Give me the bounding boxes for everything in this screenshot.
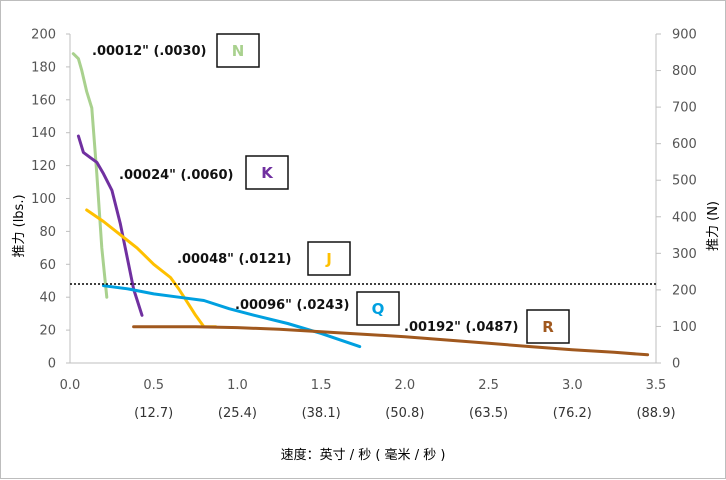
annotation-text-j: .00048" (.0121)	[177, 252, 291, 267]
right-tick-label: 200	[672, 283, 697, 298]
x-tick-group: 0.0 0.5 (12.7) 1.0 (25.4) 1.5 (38.1) 2.0 (50.8) 2…	[60, 378, 676, 421]
right-tick-label: 500	[672, 174, 697, 189]
right-tick-group: 0 100 200 300 400 500 600 700 800 900	[656, 28, 697, 372]
annotation-letter-j: J	[325, 250, 332, 268]
x-tick-mm-label: (76.2)	[553, 406, 592, 421]
annotation-text-n: .00012" (.0030)	[92, 44, 206, 59]
left-tick-label: 60	[39, 258, 56, 273]
right-tick-label: 900	[672, 28, 697, 43]
y-axis-title-right: 推力 (N)	[706, 201, 721, 251]
x-axis-title: 速度：英寸 / 秒 ( 毫米 / 秒 )	[281, 447, 446, 463]
x-tick-label: 3.5	[646, 378, 667, 393]
annotation-letter-q: Q	[372, 300, 385, 318]
right-tick-label: 700	[672, 101, 697, 116]
x-tick-label: 1.0	[227, 378, 248, 393]
right-tick-label: 400	[672, 210, 697, 225]
x-tick-mm-label: (88.9)	[636, 406, 675, 421]
annotation-text-k: .00024" (.0060)	[119, 168, 233, 183]
series-line-q	[102, 284, 362, 349]
left-tick-label: 100	[31, 192, 56, 207]
annotation-letter-n: N	[232, 42, 245, 60]
annotation-text-q: .00096" (.0243)	[235, 298, 349, 313]
series-layer	[71, 52, 650, 357]
series-line-k	[76, 134, 144, 317]
x-tick-label: 0.0	[60, 378, 81, 393]
left-tick-label: 180	[31, 60, 56, 75]
annotation-letter-k: K	[261, 164, 274, 182]
x-tick-mm-label: (25.4)	[218, 406, 257, 421]
left-tick-label: 120	[31, 159, 56, 174]
annotation-box-q	[356, 291, 400, 326]
series-line-j	[85, 208, 218, 329]
left-tick-label: 140	[31, 126, 56, 141]
annotation-box-j	[307, 241, 351, 276]
right-tick-label: 0	[672, 357, 680, 372]
left-tick-label: 0	[48, 357, 56, 372]
x-tick-mm-label: (50.8)	[385, 406, 424, 421]
annotation-box-n	[216, 33, 260, 68]
annotation-layer: .00012" (.0030) N .00024" (.0060) K .00048" …	[92, 33, 570, 344]
left-tick-label: 40	[39, 291, 56, 306]
right-tick-label: 600	[672, 137, 697, 152]
x-tick-mm-label: (38.1)	[302, 406, 341, 421]
annotation-text-r: .00192" (.0487)	[404, 320, 518, 335]
right-tick-label: 100	[672, 320, 697, 335]
left-tick-label: 200	[31, 28, 56, 43]
x-tick-label: 2.5	[478, 378, 499, 393]
x-tick-label: 2.0	[395, 378, 416, 393]
left-tick-group: 0 20 40 60 80 100 120 140 160 180 200	[31, 28, 70, 372]
x-tick-label: 1.5	[311, 378, 332, 393]
y-axis-title-left: 推力 (lbs.)	[12, 194, 27, 257]
right-tick-label: 800	[672, 64, 697, 79]
x-tick-mm-label: (12.7)	[134, 406, 173, 421]
left-tick-label: 20	[39, 324, 56, 339]
left-tick-label: 80	[39, 225, 56, 240]
series-line-r	[132, 325, 650, 357]
annotation-letter-r: R	[542, 318, 554, 336]
right-tick-label: 300	[672, 247, 697, 262]
left-tick-label: 160	[31, 93, 56, 108]
x-tick-mm-label: (63.5)	[469, 406, 508, 421]
x-tick-label: 3.0	[562, 378, 583, 393]
series-line-n	[71, 52, 109, 299]
annotation-box-r	[526, 309, 570, 344]
annotation-box-k	[245, 155, 289, 190]
x-tick-label: 0.5	[143, 378, 164, 393]
